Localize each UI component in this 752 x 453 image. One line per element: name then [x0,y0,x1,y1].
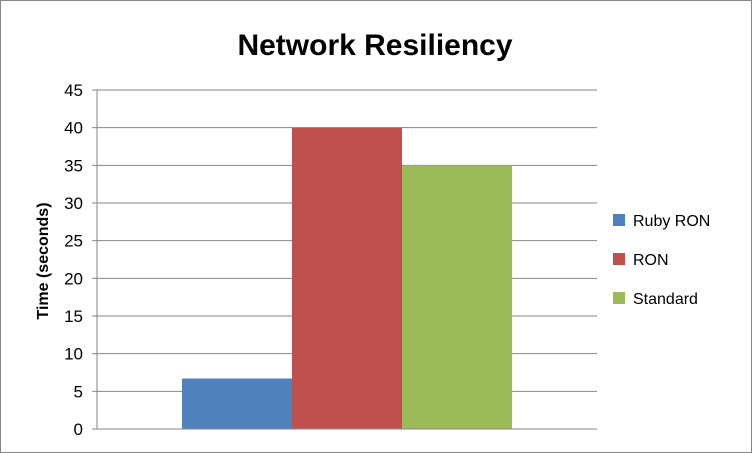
y-tick-label: 5 [74,382,83,401]
bars [182,127,512,430]
legend-label-ruby-ron: Ruby RON [633,213,710,230]
legend-label-ron: RON [633,252,669,269]
legend-swatch-ruby-ron [613,214,625,226]
y-axis-label: Time (seconds) [35,202,52,319]
bar-ruby-ron [182,378,292,429]
y-tick-label: 40 [64,119,83,138]
legend-swatch-standard [613,292,625,304]
y-tick-label: 35 [64,156,83,175]
y-tick-label: 15 [64,307,83,326]
y-tick-label: 30 [64,194,83,213]
chart-title: Network Resiliency [237,29,512,62]
y-tick-label: 0 [74,420,83,439]
bar-standard [402,165,512,430]
y-tick-labels: 0 5 10 15 20 25 30 35 40 45 [64,81,83,439]
y-tick-label: 45 [64,81,83,100]
y-tick-label: 25 [64,232,83,251]
legend: Ruby RON RON Standard [613,213,710,308]
legend-swatch-ron [613,253,625,265]
legend-label-standard: Standard [633,291,698,308]
axes [92,89,597,430]
bar-ron [292,127,402,430]
y-tick-label: 10 [64,345,83,364]
y-tick-label: 20 [64,269,83,288]
